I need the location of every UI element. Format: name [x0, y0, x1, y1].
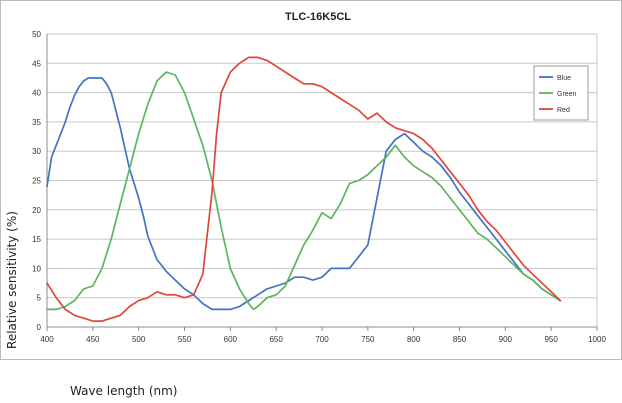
- legend: Blue Green Red: [533, 65, 589, 121]
- y-tick-label: 5: [37, 294, 42, 303]
- x-tick-label: 1000: [588, 335, 606, 344]
- legend-label: Blue: [557, 75, 571, 82]
- chart-frame: TLC-16K5CL 0 5 10 15 20 25 30 35 40 45 50 400 450 500…: [0, 0, 622, 360]
- x-tick-label: 650: [269, 335, 283, 344]
- y-tick-label: 30: [32, 147, 41, 156]
- legend-label: Green: [557, 91, 577, 98]
- series-line-blue: [46, 77, 562, 311]
- x-tick-label: 550: [178, 335, 192, 344]
- x-tick-label: 400: [40, 335, 54, 344]
- series-layer: [46, 56, 562, 322]
- series-line-green: [46, 71, 562, 311]
- y-axis-label: Relative sensitivity (%): [5, 211, 19, 349]
- axis-layer: 0 5 10 15 20 25 30 35 40 45 50 400 450 500 550 600 650 70…: [32, 30, 606, 344]
- x-axis-label: Wave length (nm): [70, 384, 178, 398]
- y-tick-label: 50: [32, 30, 41, 39]
- x-tick-label: 700: [315, 335, 329, 344]
- x-tick-label: 750: [361, 335, 375, 344]
- x-tick-label: 600: [224, 335, 238, 344]
- x-tick-label: 950: [544, 335, 558, 344]
- y-tick-label: 25: [32, 177, 41, 186]
- y-tick-label: 10: [32, 264, 41, 273]
- x-tick-label: 900: [499, 335, 513, 344]
- y-tick-label: 0: [37, 323, 42, 332]
- y-tick-label: 45: [32, 59, 41, 68]
- chart-title: TLC-16K5CL: [285, 11, 351, 23]
- y-tick-label: 40: [32, 89, 41, 98]
- x-tick-label: 500: [132, 335, 146, 344]
- series-line-red: [46, 56, 562, 322]
- legend-label: Red: [557, 107, 570, 114]
- y-tick-label: 15: [32, 235, 41, 244]
- x-tick-label: 450: [86, 335, 100, 344]
- y-tick-label: 35: [32, 118, 41, 127]
- chart-svg: TLC-16K5CL 0 5 10 15 20 25 30 35 40 45 50 400 450 500…: [0, 0, 622, 360]
- x-tick-label: 800: [407, 335, 421, 344]
- x-tick-label: 850: [453, 335, 467, 344]
- y-tick-label: 20: [32, 206, 41, 215]
